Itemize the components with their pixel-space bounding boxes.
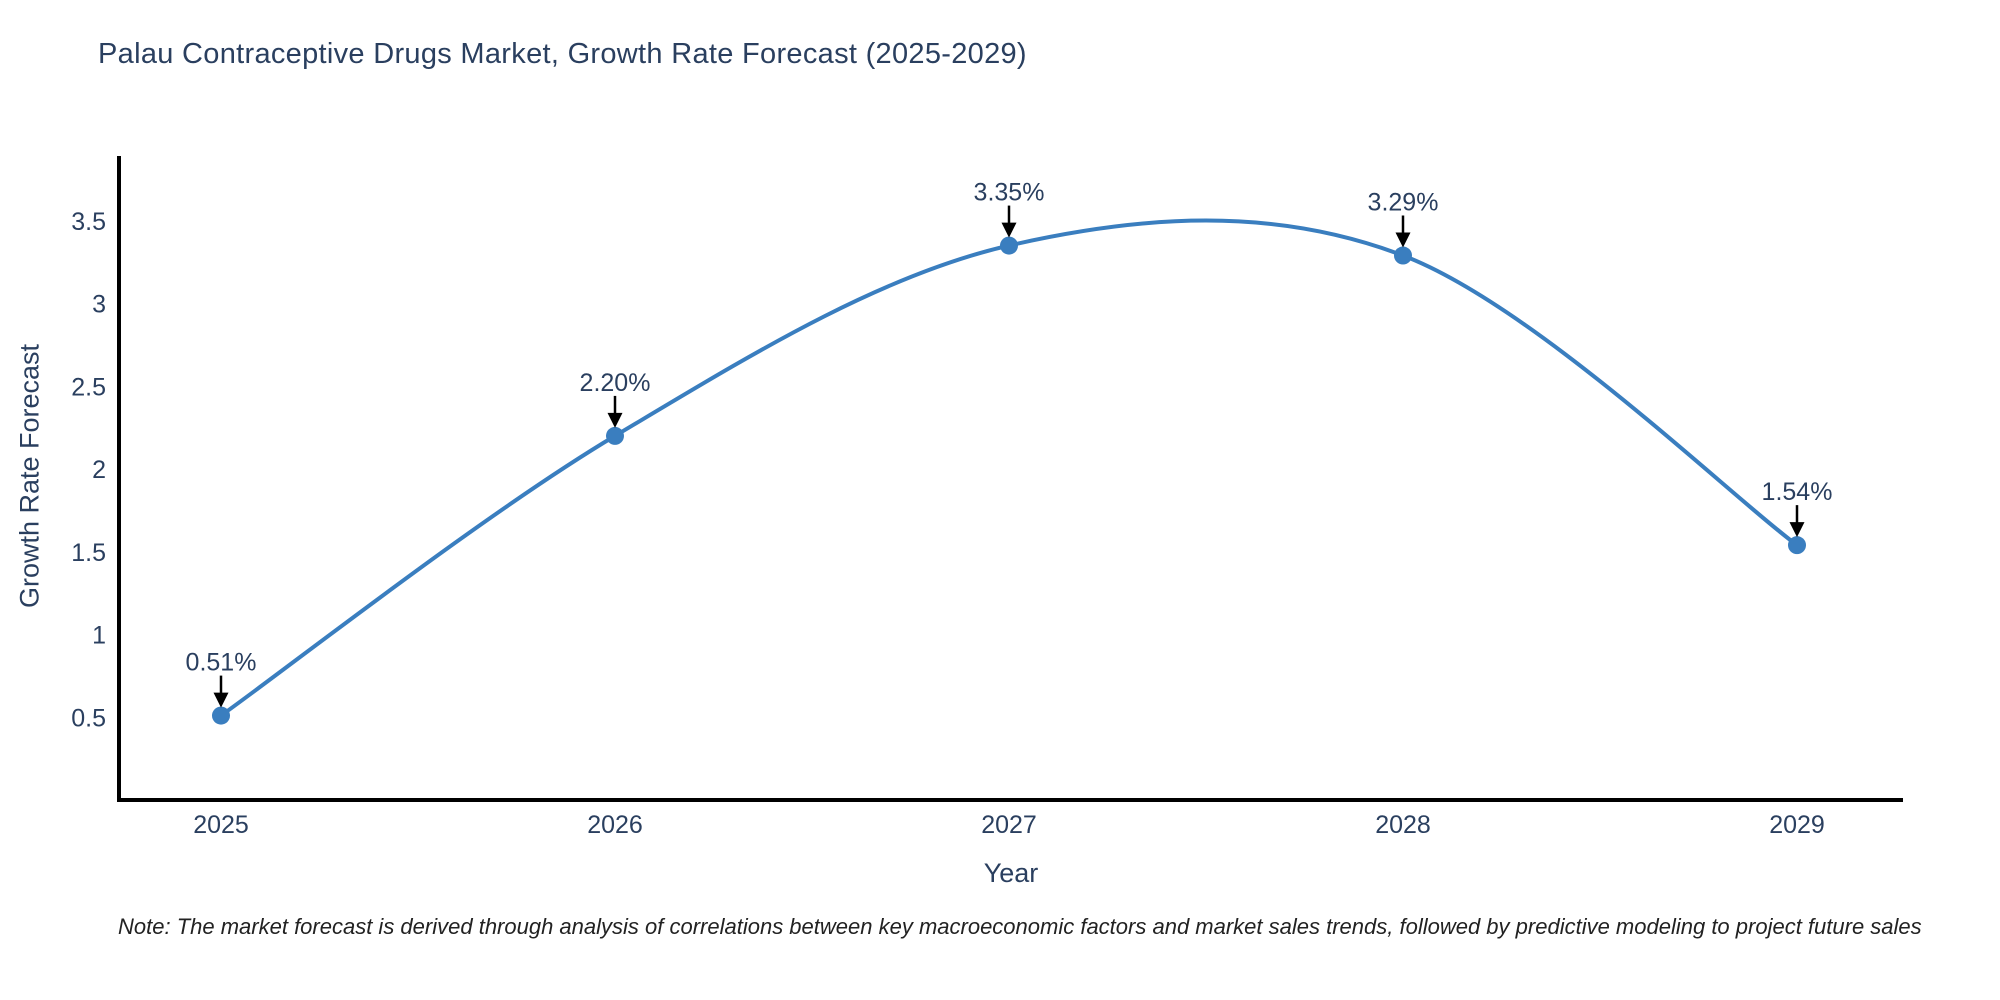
data-point <box>212 706 230 725</box>
y-tick-label: 3 <box>92 291 106 319</box>
note-text: Note: The market forecast is derived thr… <box>118 914 1922 939</box>
data-point <box>1000 236 1018 255</box>
annotation-arrowhead <box>1001 222 1017 238</box>
y-tick-label: 2.5 <box>71 373 106 401</box>
annotation-arrowhead <box>607 412 623 428</box>
annotation-label: 2.20% <box>580 369 651 397</box>
annotation-arrowhead <box>213 692 229 708</box>
annotation-label: 0.51% <box>186 649 257 677</box>
x-tick-label: 2027 <box>981 811 1037 839</box>
y-axis-title: Growth Rate Forecast <box>14 343 45 609</box>
annotation-label: 3.29% <box>1368 189 1439 217</box>
data-point <box>606 426 624 445</box>
y-tick-label: 2 <box>92 456 106 484</box>
data-point <box>1788 536 1806 555</box>
x-tick-label: 2028 <box>1375 811 1431 839</box>
y-tick-label: 1 <box>92 622 106 650</box>
x-tick-label: 2026 <box>587 811 643 839</box>
annotation-label: 3.35% <box>974 179 1045 207</box>
data-point <box>1394 246 1412 265</box>
y-tick-label: 1.5 <box>71 539 106 567</box>
y-tick-label: 3.5 <box>71 208 106 236</box>
x-tick-label: 2029 <box>1769 811 1825 839</box>
x-axis-title: Year <box>983 858 1039 888</box>
annotation-arrowhead <box>1789 522 1805 538</box>
y-tick-label: 0.5 <box>71 704 106 732</box>
chart-title: Palau Contraceptive Drugs Market, Growth… <box>98 38 1027 70</box>
line-series <box>219 218 1799 718</box>
x-tick-label: 2025 <box>193 811 249 839</box>
annotation-arrowhead <box>1395 232 1411 248</box>
annotation-label: 1.54% <box>1762 478 1833 506</box>
